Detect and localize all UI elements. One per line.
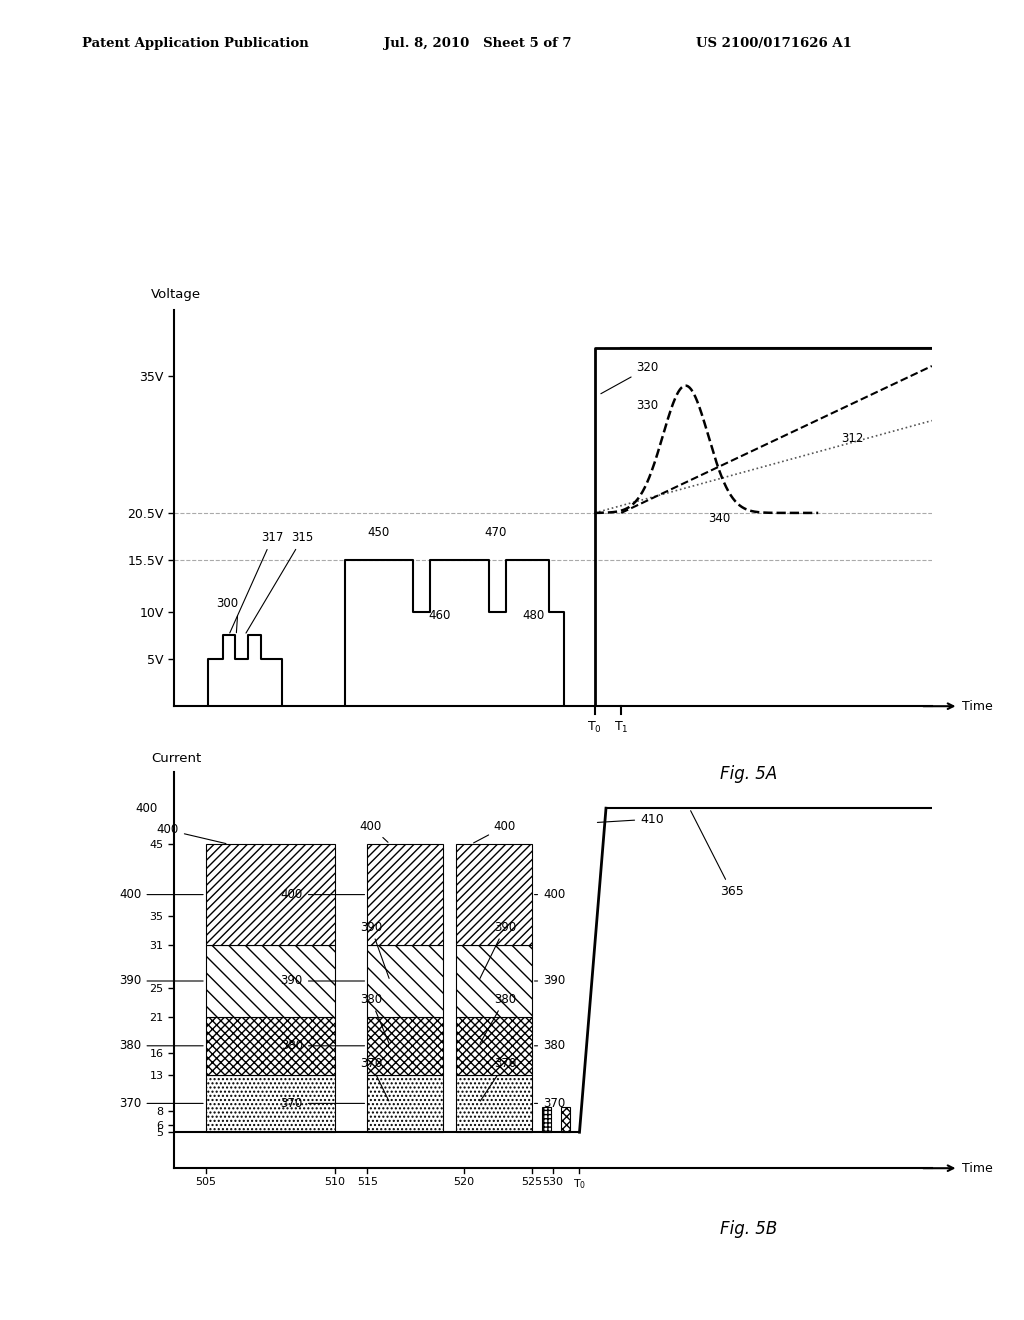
Bar [206, 1016, 335, 1074]
Text: Time: Time [963, 1162, 993, 1175]
Text: 400: 400 [535, 888, 565, 902]
Bar [456, 1074, 531, 1133]
Bar [206, 945, 335, 1016]
Text: 300: 300 [216, 597, 238, 632]
Bar [560, 1107, 569, 1133]
Text: 400: 400 [157, 824, 226, 843]
Bar [368, 845, 443, 945]
Text: 390: 390 [359, 920, 389, 978]
Bar [368, 1074, 443, 1133]
Text: 340: 340 [709, 512, 730, 525]
Bar [456, 845, 531, 945]
Text: 400: 400 [135, 801, 158, 814]
Text: 370: 370 [359, 1057, 389, 1101]
Text: 510: 510 [325, 1177, 345, 1187]
Text: 370: 370 [281, 1097, 365, 1110]
Text: 525: 525 [521, 1177, 543, 1187]
Text: Fig. 5A: Fig. 5A [720, 764, 777, 783]
Text: 530: 530 [543, 1177, 563, 1187]
Bar [206, 1074, 335, 1133]
Text: 365: 365 [690, 810, 743, 898]
Text: 520: 520 [453, 1177, 474, 1187]
Text: 380: 380 [120, 1039, 203, 1052]
Text: T$_0$: T$_0$ [587, 721, 602, 735]
Bar [456, 1016, 531, 1074]
Bar [368, 945, 443, 1016]
Text: 315: 315 [246, 531, 313, 634]
Bar [456, 945, 531, 1016]
Bar [542, 1107, 551, 1133]
Text: Patent Application Publication: Patent Application Publication [82, 37, 308, 50]
Text: 390: 390 [535, 974, 565, 987]
Text: 460: 460 [428, 610, 451, 623]
Text: 380: 380 [359, 993, 389, 1043]
Bar [368, 1016, 443, 1074]
Text: 370: 370 [119, 1097, 203, 1110]
Text: 400: 400 [359, 820, 388, 842]
Text: 470: 470 [484, 527, 507, 540]
Text: 515: 515 [356, 1177, 378, 1187]
Text: 390: 390 [480, 920, 516, 978]
Text: 312: 312 [841, 432, 863, 445]
Text: 390: 390 [281, 974, 365, 987]
Text: 320: 320 [601, 362, 658, 393]
Text: Fig. 5B: Fig. 5B [720, 1220, 777, 1238]
Text: 450: 450 [368, 527, 389, 540]
Text: 380: 380 [480, 993, 516, 1043]
Text: 380: 380 [281, 1039, 365, 1052]
Text: T$_1$: T$_1$ [614, 721, 629, 735]
Text: 370: 370 [480, 1057, 516, 1101]
Text: 400: 400 [473, 820, 516, 843]
Text: 380: 380 [535, 1039, 565, 1052]
Text: 505: 505 [196, 1177, 216, 1187]
Text: 400: 400 [281, 888, 365, 902]
Text: Jul. 8, 2010   Sheet 5 of 7: Jul. 8, 2010 Sheet 5 of 7 [384, 37, 571, 50]
Text: US 2100/0171626 A1: US 2100/0171626 A1 [696, 37, 852, 50]
Text: 410: 410 [597, 813, 664, 825]
Text: 370: 370 [535, 1097, 565, 1110]
Text: Time: Time [963, 700, 993, 713]
Text: 330: 330 [636, 399, 658, 412]
Text: T$_0$: T$_0$ [572, 1177, 586, 1191]
Bar [206, 845, 335, 945]
Text: 400: 400 [119, 888, 203, 902]
Text: 390: 390 [119, 974, 203, 987]
Text: Voltage: Voltage [152, 288, 202, 301]
Text: 480: 480 [522, 610, 545, 623]
Text: Current: Current [152, 752, 202, 766]
Text: 317: 317 [229, 531, 284, 634]
